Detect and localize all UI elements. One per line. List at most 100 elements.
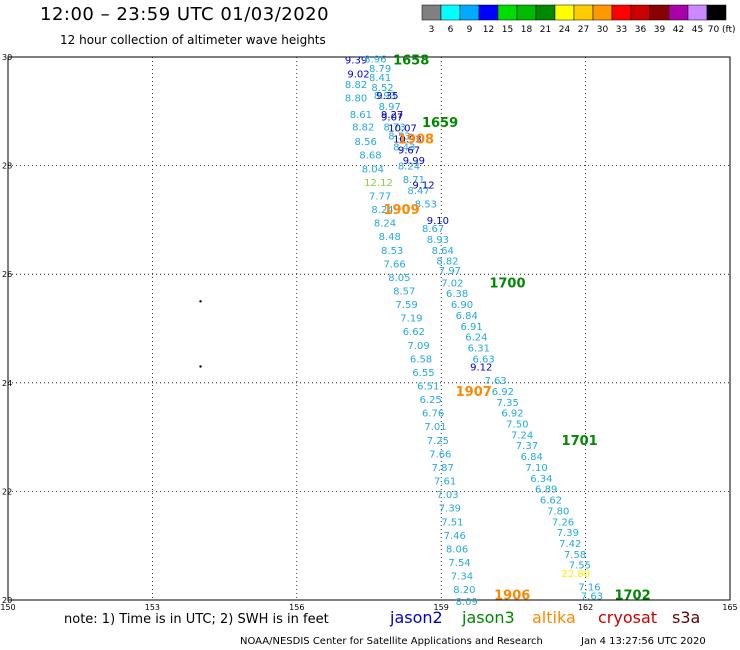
swh-label-track-b: 7.37: [516, 441, 538, 452]
swh-label-track-a: 6.55: [412, 368, 434, 379]
swh-label-track-a: 12.12: [364, 178, 393, 189]
swh-label-track-a: 7.34: [451, 572, 473, 583]
swh-label-track-b: 6.84: [521, 452, 543, 463]
swh-label-track-b: 6.91: [460, 322, 482, 333]
swh-label-track-b: 8.73: [383, 123, 405, 134]
swh-label-track-c: 9.27: [381, 110, 403, 121]
footer-credit: NOAA/NESDIS Center for Satellite Applica…: [240, 636, 543, 647]
swh-label-track-c: 9.10: [427, 216, 449, 227]
scale-tick-label: 3: [429, 25, 435, 35]
swh-label-track-a: 7.25: [427, 436, 449, 447]
swh-label-track-b: 7.24: [511, 430, 533, 441]
swh-label-track-a: 8.20: [453, 585, 475, 596]
swh-label-track-c: 9.35: [376, 91, 398, 102]
swh-label-track-b: 7.50: [506, 420, 528, 431]
swh-label-track-a: 6.62: [403, 327, 425, 338]
swh-label-track-b: 6.34: [530, 474, 552, 485]
swh-label-track-b: 8.96: [364, 55, 386, 66]
swh-label-track-b: 8.71: [403, 175, 425, 186]
swh-label-track-b: 7.63: [581, 592, 603, 603]
swh-label-track-a: 7.66: [429, 449, 451, 460]
scale-tick-label: 18: [521, 25, 533, 35]
swh-label-track-b: 6.62: [540, 496, 562, 507]
scale-tick-label: 45: [692, 25, 703, 35]
swh-label-track-b: 7.39: [557, 528, 579, 539]
footer-timestamp: Jan 4 13:27:56 UTC 2020: [581, 636, 706, 647]
swh-label-track-a: 7.09: [408, 341, 430, 352]
scale-tick-label: 21: [540, 25, 551, 35]
page-title: 12:00 – 23:59 UTC 01/03/2020: [40, 4, 330, 25]
swh-label-track-b: 7.26: [552, 517, 574, 528]
swh-label-track-b: 8.64: [432, 246, 454, 257]
swh-label-track-c: 9.99: [403, 156, 425, 167]
swh-label-track-a: 8.82: [345, 80, 367, 91]
scale-tick-label: 6: [448, 25, 454, 35]
swh-label-track-a: 8.56: [355, 137, 377, 148]
swh-label-track-a: 8.24: [374, 219, 396, 230]
swh-label-track-b: 6.92: [501, 409, 523, 420]
swh-label-track-c: 9.12: [470, 363, 492, 374]
scale-swatch-70: [706, 4, 727, 21]
swh-label-track-b: 6.31: [468, 344, 490, 355]
footnote: note: 1) Time is in UTC; 2) SWH is in fe…: [64, 612, 329, 627]
color-scale-legend: 3 6 9 12 15 18 21 24 27 30 33 36 39 42 45 70 (ft): [421, 4, 736, 35]
swh-label-track-b: 8.82: [436, 257, 458, 268]
swh-label-track-b: 6.24: [465, 333, 487, 344]
pass-time-label: 1658: [393, 54, 429, 69]
swh-label-track-a: 8.48: [379, 232, 401, 243]
pass-time-label: 1659: [422, 116, 458, 131]
pass-time-label: 1908: [398, 132, 434, 147]
swh-label-track-a: 8.05: [388, 273, 410, 284]
swh-label-track-a: 6.58: [410, 354, 432, 365]
scale-unit-label: (ft): [722, 25, 736, 35]
lat-tick-label: 24: [2, 379, 12, 388]
swh-label-track-b: 8.97: [379, 102, 401, 113]
pass-time-label: 1909: [383, 203, 419, 218]
scale-tick-label: 24: [559, 25, 571, 35]
pass-time-label: 1907: [456, 385, 492, 400]
lon-tick-label: 156: [289, 603, 304, 612]
lat-tick-label: 30: [2, 53, 12, 62]
swh-label-track-c: 9.67: [398, 145, 420, 156]
swh-label-track-b: 7.35: [497, 398, 519, 409]
swh-label-track-a: 6.25: [420, 395, 442, 406]
swh-label-track-b: 8.93: [374, 91, 396, 102]
swh-label-track-a: 8.24: [371, 205, 393, 216]
swh-label-track-a: 9.39: [345, 56, 367, 67]
page-subtitle: 12 hour collection of altimeter wave hei…: [60, 33, 326, 47]
pass-time-label: 1702: [614, 589, 650, 604]
swh-label-track-b: 8.47: [408, 186, 430, 197]
lon-tick-label: 150: [0, 603, 15, 612]
swh-label-track-b: 7.16: [578, 582, 600, 593]
swh-label-track-b: 8.93: [427, 235, 449, 246]
scale-tick-label: 12: [483, 25, 494, 35]
scale-tick-label: 27: [578, 25, 589, 35]
scale-tick-label: 39: [654, 25, 666, 35]
swh-label-track-a: 7.01: [424, 422, 446, 433]
scale-tick-label: 70: [708, 25, 720, 35]
satellite-label-jason2: jason2: [390, 608, 443, 627]
pass-time-label: 1906: [494, 589, 530, 604]
lon-tick-label: 162: [578, 603, 593, 612]
lon-tick-label: 159: [434, 603, 449, 612]
lat-tick-label: 28: [2, 162, 12, 171]
swh-label-track-b: 7.10: [525, 463, 547, 474]
swh-label-track-a: 7.87: [432, 463, 454, 474]
swh-label-track-b: 8.24: [398, 162, 420, 173]
island-dot: [199, 365, 202, 368]
swh-label-track-a: 7.77: [369, 191, 391, 202]
swh-label-track-b: 6.84: [456, 311, 478, 322]
swh-label-track-b: 6.92: [492, 387, 514, 398]
scale-tick-label: 36: [635, 25, 647, 35]
scale-tick-label: 9: [467, 25, 473, 35]
swh-label-track-b: 8.43: [393, 143, 415, 154]
swh-label-track-b: 8.53: [388, 132, 410, 143]
swh-label-extreme: 22.80: [562, 569, 591, 580]
lat-tick-label: 20: [2, 596, 12, 605]
lon-tick-label: 165: [722, 603, 737, 612]
swh-label-track-a: 9.02: [347, 69, 369, 80]
swh-label-track-b: 9.07: [381, 113, 403, 124]
swh-label-track-a: 8.06: [446, 544, 468, 555]
pass-time-label: 1700: [489, 276, 525, 291]
